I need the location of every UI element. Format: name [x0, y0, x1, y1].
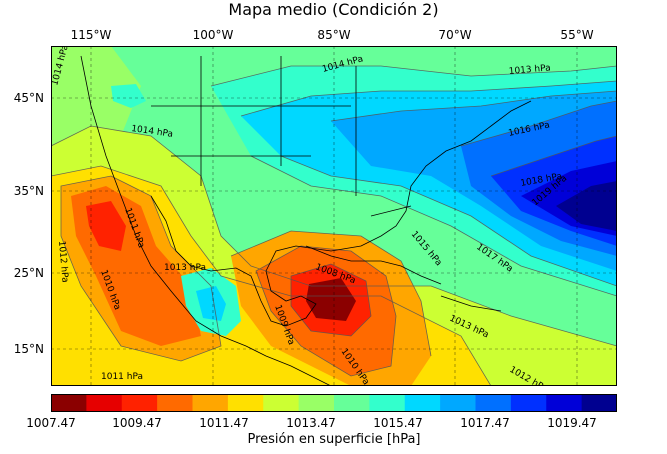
field-east-max: [556, 181, 617, 231]
colorbar-swatch: [546, 394, 583, 412]
colorbar-swatch: [86, 394, 123, 412]
colorbar-swatch: [334, 394, 370, 412]
field-nw-pocket: [111, 84, 146, 108]
colorbar-swatch: [298, 394, 335, 412]
contour-label-1011-south: 1011 hPa: [101, 372, 143, 382]
pressure-map: 1014 hPa 1014 hPa 1014 hPa 1013 hPa 1016…: [51, 46, 617, 386]
lat-label-25n: 25°N: [13, 266, 44, 280]
lat-label-35n: 35°N: [13, 184, 44, 198]
map-frame: [51, 46, 617, 386]
graticule: [51, 46, 617, 386]
colorbar-tick-1009-47: 1009.47: [112, 416, 162, 430]
colorbar-swatch: [404, 394, 441, 412]
map-title: Mapa medio (Condición 2): [228, 0, 439, 19]
contour-label-1013-ne: 1013 hPa: [508, 63, 551, 77]
colorbar-tick-1013-47: 1013.47: [286, 416, 336, 430]
colorbar-swatch: [263, 394, 300, 412]
coastlines: [80, 55, 532, 386]
field-mexico-core: [196, 286, 226, 321]
field-gulf-core: [306, 278, 356, 321]
lon-label-55w: 55°W: [560, 28, 594, 42]
colorbar-tick-1011-47: 1011.47: [199, 416, 249, 430]
colorbar-tick-1017-47: 1017.47: [460, 416, 510, 430]
colorbar-tick-1015-47: 1015.47: [373, 416, 423, 430]
lon-label-85w: 85°W: [317, 28, 351, 42]
colorbar-swatch: [369, 394, 406, 412]
colorbar-swatch: [227, 394, 264, 412]
colorbar-swatch: [440, 394, 477, 412]
lat-label-45n: 45°N: [13, 91, 44, 105]
lon-label-100w: 100°W: [192, 28, 234, 42]
contour-lines: [51, 65, 617, 386]
colorbar-swatch: [475, 394, 512, 412]
lon-label-115w: 115°W: [70, 28, 112, 42]
lat-label-15n: 15°N: [13, 342, 44, 356]
lon-label-70w: 70°W: [438, 28, 472, 42]
field-west-core: [86, 201, 126, 251]
colorbar-tick-1019-47: 1019.47: [547, 416, 597, 430]
contour-label-1012-west: 1012 hPa: [56, 240, 70, 283]
colorbar-swatch: [157, 394, 194, 412]
colorbar-tick-1007-47: 1007.47: [26, 416, 76, 430]
contour-label-1013-mexico: 1013 hPa: [164, 263, 206, 273]
colorbar-swatch: [510, 394, 547, 412]
colorbar-swatch: [192, 394, 229, 412]
colorbar-label: Presión en superficie [hPa]: [247, 432, 421, 447]
colorbar-swatch: [51, 394, 87, 412]
colorbar-swatch: [121, 394, 158, 412]
colorbar-swatch: [581, 394, 617, 412]
colorbar: [51, 394, 617, 412]
colorbar-frame: [51, 394, 617, 412]
